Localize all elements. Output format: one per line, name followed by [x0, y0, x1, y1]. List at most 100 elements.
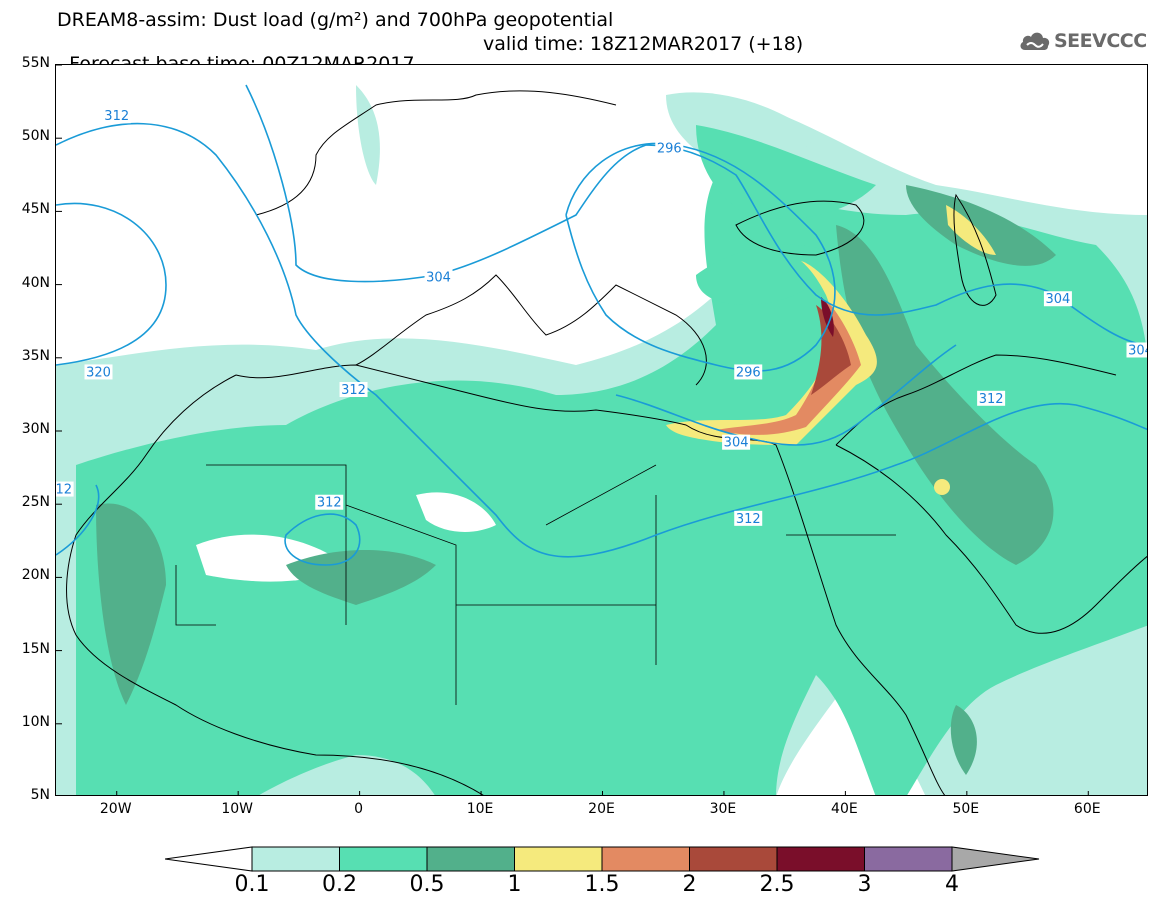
colorbar-level-label: 2.5: [759, 872, 795, 897]
coastline-caspian: [953, 193, 997, 306]
map-canvas: 312 320 312 304 296 296 304 312 312 312 304 304 312: [56, 65, 1148, 795]
contour-304-south: [615, 344, 957, 446]
longitude-label: 60E: [1073, 801, 1101, 817]
contour-312-north: [56, 122, 1147, 558]
dust-clear-region-2: [416, 492, 496, 532]
dust-contour-3: [821, 297, 834, 337]
colorbar-swatch: [601, 846, 690, 872]
contour-label: 312: [104, 109, 129, 124]
latitude-label: 40N: [21, 274, 50, 291]
coastline-blacksea: [735, 200, 865, 256]
contour-label-bg: [977, 390, 1006, 406]
dust-contour-0.5: [96, 503, 166, 705]
contour-label-bg: [56, 481, 74, 497]
dust-load-map: 312 320 312 304 296 296 304 312 312 312 304 304 312: [55, 64, 1148, 796]
dust-contour-0.2-sea: [696, 244, 836, 305]
contour-label-bg: [1043, 291, 1072, 307]
dust-contour-1-c: [934, 479, 950, 495]
latitude-label: 25N: [21, 494, 50, 511]
colorbar-level-label: 1: [507, 872, 522, 897]
colorbar-under-triangle: [164, 846, 253, 872]
contour-label-bg: [655, 140, 684, 156]
dust-contour-0.5-b: [286, 550, 436, 605]
axis-ticks: [56, 65, 1089, 795]
latitude-label: 50N: [21, 128, 50, 145]
latitude-label: 45N: [21, 201, 50, 218]
latitude-label: 5N: [30, 787, 50, 803]
contour-label: 312: [56, 483, 72, 498]
valid-time: valid time: 18Z12MAR2017 (+18): [483, 33, 804, 55]
colorbar: [164, 846, 1045, 876]
contour-label-bg: [84, 364, 113, 380]
contour-label: 296: [736, 365, 761, 380]
contour-label-bg: [734, 364, 763, 380]
colorbar-level-label: 0.5: [409, 872, 445, 897]
dust-contour-0.5-d: [906, 185, 1056, 266]
contour-label: 312: [979, 392, 1004, 407]
colorbar-level-label: 2: [682, 872, 697, 897]
colorbar-swatch: [514, 846, 603, 872]
colorbar-swatch: [251, 846, 340, 872]
dust-contour-0.2-north: [696, 125, 876, 219]
contour-312-west: [56, 484, 361, 566]
contour-320: [56, 202, 167, 366]
longitude-label: 50E: [952, 801, 980, 817]
contour-label-bg: [722, 434, 751, 450]
colorbar-swatch: [339, 846, 428, 872]
colorbar-swatch: [776, 846, 865, 872]
longitude-label: 0: [354, 801, 364, 817]
contour-label-bg: [734, 510, 763, 526]
latitude-label: 30N: [21, 421, 50, 437]
colorbar-over-triangle: [951, 846, 1040, 872]
latitude-label: 55N: [21, 55, 50, 71]
coastline-layer: [66, 90, 1147, 795]
dust-field-layer: [56, 85, 1147, 795]
coastline-africa: [66, 364, 946, 795]
colorbar-level-label: 3: [857, 872, 872, 897]
contour-label: 312: [341, 383, 366, 398]
contour-label: 312: [317, 496, 342, 511]
logo-text: SEEVCCC: [1054, 30, 1147, 52]
colorbar-swatches: [164, 846, 1040, 872]
dust-contour-0.1-west: [356, 85, 380, 185]
colorbar-swatch: [689, 846, 778, 872]
seevccc-logo: SEEVCCC: [1018, 28, 1158, 56]
colorbar-swatch: [864, 846, 953, 872]
colorbar-level-label: 4: [945, 872, 959, 897]
contour-label: 304: [1046, 292, 1071, 307]
latitude-label: 10N: [21, 713, 50, 730]
contour-label-bg: [102, 108, 131, 124]
colorbar-level-label: 0.2: [322, 872, 357, 897]
latitude-label: 15N: [21, 640, 50, 657]
contour-label-layer: 312 320 312 304 296 296 304 312 312 312 304 304 312: [56, 108, 1148, 527]
latitude-label: 35N: [21, 347, 50, 364]
dust-contour-2: [811, 305, 851, 395]
contour-label-bg: [339, 382, 368, 398]
contour-label: 312: [736, 512, 761, 527]
longitude-label: 20W: [99, 801, 132, 817]
coastline-europe: [255, 90, 707, 386]
contour-label-bg: [1126, 342, 1147, 358]
map-title: DREAM8-assim: Dust load (g/m²) and 700hP…: [57, 9, 614, 31]
border-lines: [175, 464, 896, 705]
contour-label-bg: [424, 269, 453, 285]
contour-label-bg: [315, 494, 344, 510]
dust-contour-1-b: [946, 205, 996, 255]
contour-label: 304: [426, 270, 451, 285]
longitude-label: 20E: [588, 801, 615, 817]
contour-label: 296: [657, 141, 682, 156]
colorbar-swatch: [426, 846, 515, 872]
contour-label: 304: [724, 436, 749, 451]
contour-label: 320: [86, 365, 111, 380]
longitude-label: 10E: [466, 801, 494, 817]
colorbar-level-label: 1.5: [584, 872, 620, 897]
dust-contour-0.5-e: [950, 705, 977, 775]
cloud-icon: [1020, 32, 1050, 50]
longitude-label: 10W: [221, 801, 253, 817]
dust-contour-0.5-c: [836, 225, 1054, 565]
longitude-label: 30E: [709, 801, 737, 817]
contour-label: 304: [1128, 343, 1148, 358]
latitude-label: 20N: [21, 567, 50, 584]
longitude-label: 40E: [831, 801, 858, 817]
colorbar-level-label: 0.1: [234, 872, 270, 897]
